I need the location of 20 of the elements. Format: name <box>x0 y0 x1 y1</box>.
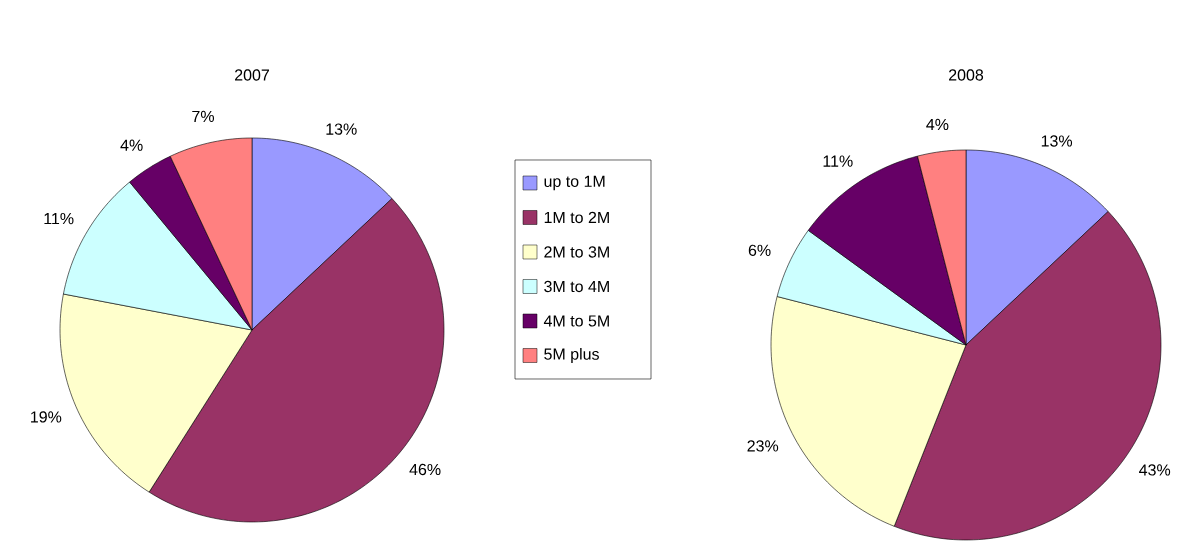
data-label: 4% <box>120 139 143 151</box>
data-label: 13% <box>1041 135 1073 147</box>
data-label: 43% <box>1139 464 1171 476</box>
data-label: 19% <box>31 411 62 423</box>
data-label: 23% <box>747 440 779 452</box>
legend-label: 3M to 4M <box>544 280 609 293</box>
data-label: 11% <box>44 212 74 225</box>
data-label: 11% <box>823 155 853 167</box>
legend-label: up to 1M <box>544 175 605 191</box>
data-label: 13% <box>326 123 357 135</box>
legend-label: 4M to 5M <box>543 315 609 327</box>
chart-title: 2007 <box>235 69 269 81</box>
chart-title: 2008 <box>949 69 984 81</box>
data-label: 46% <box>409 463 441 476</box>
data-label: 6% <box>748 244 771 256</box>
data-label: 7% <box>192 110 215 122</box>
legend-label: 2M to 3M <box>544 246 609 258</box>
legend-label: 1M to 2M <box>544 211 609 224</box>
legend-label: 5M plus <box>544 348 599 363</box>
data-label: 4% <box>926 118 949 131</box>
